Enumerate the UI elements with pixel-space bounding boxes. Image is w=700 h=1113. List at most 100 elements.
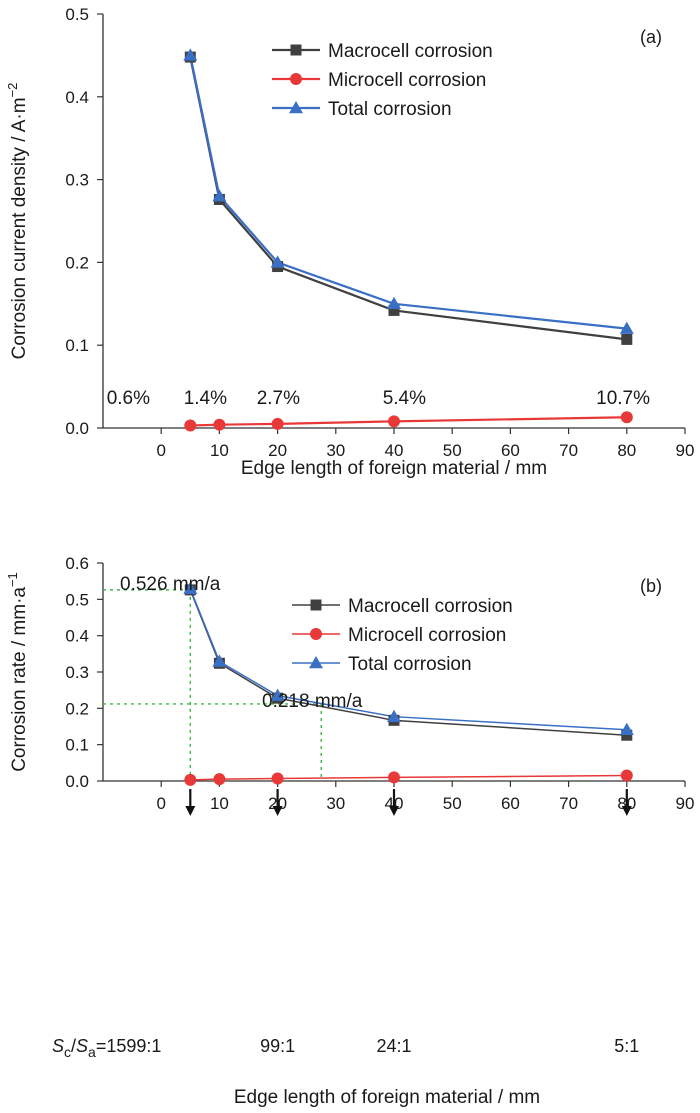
ratio-symbol: S bbox=[52, 1036, 64, 1056]
ratio-label: 24:1 bbox=[376, 1036, 411, 1056]
data-point-macrocell bbox=[388, 304, 400, 316]
y-tick-label: 0.2 bbox=[65, 699, 89, 718]
data-point-total bbox=[270, 255, 285, 268]
ratio-value: =1599:1 bbox=[96, 1036, 162, 1056]
peak-rate-annotation: 0.526 mm/a bbox=[120, 574, 221, 595]
legend-marker bbox=[310, 628, 322, 640]
data-point-total bbox=[212, 189, 227, 202]
data-point-microcell bbox=[271, 417, 284, 430]
x-tick-label: 70 bbox=[559, 794, 578, 813]
series-line-total bbox=[189, 55, 627, 330]
ratio-subscript: c bbox=[64, 1044, 71, 1060]
data-point-total bbox=[619, 321, 634, 334]
y-tick-label: 0.5 bbox=[65, 5, 89, 24]
data-point-microcell bbox=[184, 419, 197, 432]
panel-b-chart: 0 10 20 30 40 50 60 70 80 900.00.10.20.30.40.50.6… bbox=[5, 554, 694, 1108]
series-line-microcell bbox=[190, 416, 627, 427]
y-tick-label: 0.4 bbox=[65, 88, 89, 107]
panel-a-y-axis-title-sup: −2 bbox=[5, 83, 20, 98]
y-tick-label: 0.0 bbox=[65, 419, 89, 438]
ratio-label: 5:1 bbox=[614, 1036, 639, 1056]
legend-label: Total corrosion bbox=[328, 99, 452, 120]
data-point-total bbox=[183, 48, 198, 61]
x-tick-label: 0 bbox=[156, 794, 165, 813]
data-point-microcell bbox=[271, 772, 284, 785]
ratio-arrow-head bbox=[185, 806, 196, 816]
ratio-slash: / bbox=[71, 1036, 76, 1056]
y-tick-label: 0.3 bbox=[65, 663, 89, 682]
panel-a-y-axis-title: Corrosion current density / A·m−2 bbox=[5, 83, 30, 360]
data-point-total bbox=[619, 722, 634, 736]
panel-a-x-axis-title: Edge length of foreign material / mm bbox=[241, 458, 547, 479]
data-point-total bbox=[183, 581, 198, 595]
ratio-arrow-head bbox=[272, 806, 283, 816]
data-point-total bbox=[387, 296, 401, 310]
x-tick-label: 60 bbox=[501, 441, 520, 460]
y-tick-label: 0.4 bbox=[65, 627, 89, 646]
panel-b-y-axis-title: Corrosion rate / mm·a−1 bbox=[5, 572, 30, 772]
ratio-arrow-head bbox=[389, 806, 399, 816]
x-tick-label: 70 bbox=[559, 441, 578, 460]
y-tick-label: 0.0 bbox=[65, 772, 89, 791]
x-tick-label: 90 bbox=[676, 794, 695, 813]
legend-marker bbox=[290, 73, 302, 85]
panel-b-y-axis-title-main: Corrosion rate / mm·a bbox=[9, 587, 30, 772]
x-tick-label: 10 bbox=[210, 441, 229, 460]
panel-a-chart: 0 10 20 30 40 50 60 70 80 90 0.0 0.1 0.2 0.3 0.4 0.5 0.… bbox=[5, 5, 694, 479]
y-tick-label: 0.3 bbox=[65, 171, 89, 190]
data-point-total bbox=[270, 688, 285, 701]
legend-label: Macrocell corrosion bbox=[328, 41, 493, 62]
data-point-microcell bbox=[213, 773, 226, 786]
percent-annotation: 10.7% bbox=[596, 388, 650, 409]
x-tick-label: 50 bbox=[443, 794, 462, 813]
x-tick-label: 90 bbox=[676, 441, 695, 460]
panel-b-y-axis-title-sup: −1 bbox=[5, 572, 20, 587]
panel-b-x-axis-title: Edge length of foreign material / mm bbox=[234, 1087, 540, 1108]
y-tick-label: 0.6 bbox=[65, 554, 89, 573]
x-tick-label: 80 bbox=[617, 441, 636, 460]
x-tick-label: 60 bbox=[501, 794, 520, 813]
ratio-symbol: S bbox=[76, 1036, 88, 1056]
x-tick-label: 10 bbox=[210, 794, 229, 813]
ratio-label: 99:1 bbox=[260, 1036, 295, 1056]
legend-marker bbox=[289, 101, 303, 114]
legend-marker bbox=[290, 44, 302, 56]
data-point-macrocell bbox=[621, 729, 633, 741]
legend-marker bbox=[310, 599, 322, 611]
y-tick-label: 0.2 bbox=[65, 253, 89, 272]
data-point-total bbox=[212, 654, 227, 667]
rate-annotation: 0.218 mm/a bbox=[262, 691, 363, 712]
percent-annotation: 1.4% bbox=[184, 388, 227, 409]
legend-label: Microcell corrosion bbox=[328, 70, 486, 91]
panel-a-label: (a) bbox=[640, 27, 662, 47]
percent-annotation: 5.4% bbox=[383, 388, 426, 409]
data-point-microcell bbox=[388, 415, 400, 428]
data-point-microcell bbox=[620, 411, 633, 424]
data-point-microcell bbox=[184, 773, 197, 786]
x-tick-label: 30 bbox=[326, 441, 345, 460]
data-point-macrocell bbox=[621, 333, 633, 345]
legend-label: Microcell corrosion bbox=[348, 625, 506, 646]
y-tick-label: 0.1 bbox=[65, 336, 89, 355]
ratio-subscript: a bbox=[88, 1044, 96, 1060]
x-tick-label: 40 bbox=[385, 441, 404, 460]
data-point-total bbox=[387, 709, 401, 722]
x-tick-label: 20 bbox=[268, 441, 287, 460]
legend-label: Total corrosion bbox=[348, 654, 472, 675]
ratio-label: Sc/Sa=1599:1 bbox=[52, 1036, 161, 1060]
series-line-microcell bbox=[190, 774, 627, 781]
x-tick-label: 30 bbox=[326, 794, 345, 813]
legend-marker bbox=[309, 656, 323, 669]
data-point-microcell bbox=[213, 418, 226, 431]
data-point-microcell bbox=[620, 769, 633, 782]
x-tick-label: 0 bbox=[156, 441, 165, 460]
ratio-arrow-head bbox=[621, 806, 632, 816]
y-tick-label: 0.5 bbox=[65, 590, 89, 609]
legend-label: Macrocell corrosion bbox=[348, 596, 513, 617]
percent-annotation: 0.6% bbox=[107, 388, 150, 409]
percent-annotation: 2.7% bbox=[257, 388, 300, 409]
y-tick-label: 0.1 bbox=[65, 736, 89, 755]
x-tick-label: 50 bbox=[443, 441, 462, 460]
panel-b-label: (b) bbox=[640, 576, 662, 596]
